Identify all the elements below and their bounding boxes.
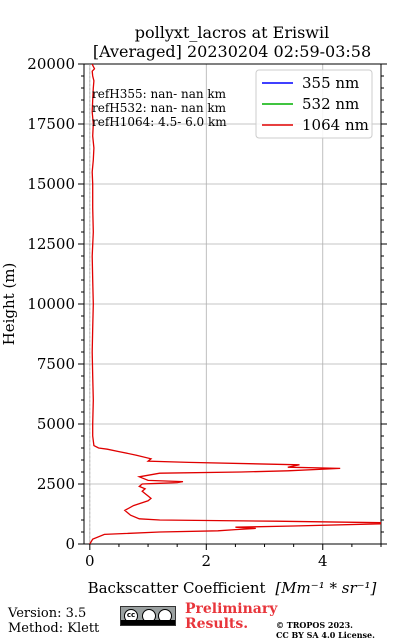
legend-box <box>255 69 373 139</box>
y-tick-label: 2500 <box>37 475 75 493</box>
legend-label: 1064 nm <box>302 116 369 134</box>
preliminary-line1: Preliminary <box>185 601 278 617</box>
legend: 355 nm 532 nm 1064 nm <box>255 69 373 139</box>
version-text: Version: 3.5 <box>8 606 87 621</box>
y-tick-label: 0 <box>65 535 75 553</box>
license-info: © TROPOS 2023. CC BY SA 4.0 License. <box>276 620 375 640</box>
y-tick-label: 12500 <box>27 235 75 253</box>
x-axis-label-units: [Mm⁻¹ * sr⁻¹] <box>275 579 376 597</box>
annotation-text: refH355: nan- nan km <box>92 87 227 101</box>
chart-subtitle: [Averaged] 20230204 02:59-03:58 <box>93 42 371 61</box>
legend-label: 532 nm <box>302 95 359 113</box>
annotation-text: refH1064: 4.5- 6.0 km <box>92 115 227 129</box>
backscatter-chart: 0 2 4 0 2500 5000 7500 10000 12500 15000 17500 2000… <box>0 23 387 597</box>
series-line-1064-nm <box>89 64 381 544</box>
axis-ticks: 0 2 4 0 2500 5000 7500 10000 12500 15000 17500 2000… <box>27 55 387 570</box>
x-tick-label: 2 <box>202 552 212 570</box>
x-tick-label: 0 <box>85 552 95 570</box>
y-tick-label: 7500 <box>37 355 75 373</box>
series-lines <box>89 64 381 544</box>
license-line1: © TROPOS 2023. <box>276 620 353 630</box>
annotation-text: refH532: nan- nan km <box>92 101 227 115</box>
method-text: Method: Klett <box>8 621 100 636</box>
y-tick-label: 15000 <box>27 175 75 193</box>
y-axis-label: Height (m) <box>0 263 18 346</box>
y-tick-label: 20000 <box>27 55 75 73</box>
y-tick-label: 17500 <box>27 115 75 133</box>
x-tick-label: 4 <box>318 552 328 570</box>
y-tick-label: 5000 <box>37 415 75 433</box>
legend-label: 355 nm <box>302 74 359 92</box>
preliminary-notice: Preliminary Results. <box>185 602 277 632</box>
preliminary-line2: Results. <box>185 616 249 632</box>
cc-by-sa-icon: cc <box>120 606 176 626</box>
chart-title: pollyxt_lacros at Eriswil <box>135 23 329 42</box>
version-info: Version: 3.5 Method: Klett <box>8 606 99 636</box>
license-line2: CC BY SA 4.0 License. <box>276 630 375 640</box>
y-tick-label: 10000 <box>27 295 75 313</box>
x-axis-label: Backscatter Coefficient [Mm⁻¹ * sr⁻¹] <box>88 579 377 597</box>
x-axis-label-text: Backscatter Coefficient <box>88 579 266 597</box>
